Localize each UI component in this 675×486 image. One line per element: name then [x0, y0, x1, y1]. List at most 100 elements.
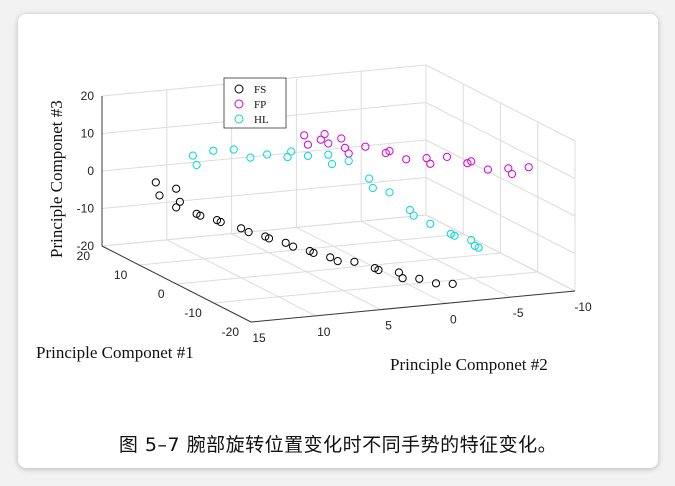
legend-box [223, 77, 287, 129]
legend-label-fp: FP [254, 99, 266, 111]
point-fp [316, 135, 325, 144]
point-fs [398, 274, 407, 283]
back-wall-grid-line [425, 177, 576, 254]
point-fp [300, 131, 309, 140]
point-fs [155, 191, 164, 200]
x-tick-label: 10 [114, 268, 128, 282]
y-tick-label: -5 [513, 306, 524, 320]
point-fs [333, 257, 342, 266]
point-hl [426, 219, 435, 228]
z-tick-label: 20 [81, 89, 95, 103]
point-hl [263, 150, 272, 159]
point-fp [483, 165, 492, 174]
point-fp [507, 169, 517, 179]
legend: FS FP HL [223, 77, 287, 129]
back-wall-grid-line [425, 64, 576, 142]
z-tick-label: 10 [81, 127, 95, 141]
scatter3d-chart: -20 -10 0 10 20 15 10 5 0 -5 -10 -20 -10 0 10 20 FS FP HL… [36, 64, 592, 374]
x-axis-label: Principle Componet #1 [36, 343, 194, 362]
point-fp [303, 140, 312, 149]
point-fp [524, 163, 533, 172]
point-fs [172, 184, 181, 193]
x-tick-label: -20 [222, 325, 240, 339]
point-hl [405, 205, 414, 215]
point-fs [448, 279, 457, 288]
point-fp [467, 157, 476, 166]
point-hl [327, 160, 337, 169]
y-tick-label: 0 [450, 312, 457, 326]
legend-marker-hl [234, 114, 244, 124]
y-tick-label: 5 [385, 319, 392, 333]
floor-grid-line [139, 233, 464, 266]
floor-grid-line [231, 233, 381, 311]
point-hl [287, 147, 296, 156]
x-tick-label: 20 [77, 249, 91, 263]
floor-grid-line [296, 226, 446, 304]
point-fp [324, 139, 333, 148]
x-tick-label: 0 [158, 287, 165, 301]
point-hl [209, 146, 218, 155]
y-tick-label: -10 [574, 300, 592, 314]
point-fp [385, 147, 394, 156]
figure-caption: 图 5–7 腕部旋转位置变化时不同手势的特征变化。 [118, 434, 558, 456]
point-hl [409, 211, 418, 220]
legend-label-hl: HL [254, 114, 269, 126]
figure-card: -20 -10 0 10 20 15 10 5 0 -5 -10 -20 -10 0 10 20 FS FP HL… [18, 14, 658, 468]
floor-grid-line [176, 252, 501, 285]
point-fp [426, 159, 435, 168]
point-hl [368, 183, 377, 193]
point-hl [192, 160, 201, 170]
point-fs [394, 268, 403, 277]
point-hl [385, 188, 394, 197]
point-fs [151, 178, 160, 187]
z-tick-label: -10 [77, 202, 95, 216]
point-fp [504, 164, 513, 173]
x-tick-label: -10 [184, 306, 202, 320]
y-tick-label: 10 [317, 325, 331, 339]
point-fs [326, 253, 335, 262]
point-fs [374, 265, 383, 275]
point-fs [431, 279, 441, 288]
floor-grid-line [166, 239, 317, 317]
point-fp [337, 134, 346, 143]
point-fs [415, 274, 424, 283]
legend-marker-fs [234, 84, 244, 94]
legend-label-fs: FS [254, 84, 266, 96]
point-fs [237, 224, 246, 233]
point-fs [175, 197, 184, 206]
point-fp [463, 159, 472, 168]
point-hl [303, 151, 312, 160]
point-hl [450, 231, 459, 240]
point-hl [365, 174, 374, 183]
y-axis-line [250, 290, 576, 323]
point-fs [244, 228, 253, 237]
point-fp [361, 142, 370, 151]
point-fs [309, 248, 318, 257]
y-axis-label: Principle Componet #2 [390, 355, 548, 374]
back-wall-grid-line [425, 214, 576, 292]
data-points [151, 130, 533, 288]
z-tick-label: -20 [77, 239, 95, 253]
point-fs [289, 242, 298, 251]
z-axis-label: Principle Componet #3 [47, 100, 66, 258]
floor-grid-line [360, 220, 511, 298]
back-wall-grid-line [425, 139, 576, 217]
point-hl [246, 153, 255, 162]
point-fp [340, 143, 350, 152]
point-fs [264, 234, 274, 243]
point-fs [350, 257, 359, 266]
axes-grid [101, 64, 576, 323]
point-hl [470, 241, 479, 250]
floor-grid-line [213, 271, 538, 304]
point-fp [442, 152, 452, 161]
z-tick-label: 0 [87, 164, 94, 178]
y-tick-label: 15 [252, 331, 266, 345]
point-fp [320, 130, 329, 139]
point-hl [344, 156, 353, 166]
back-wall-grid-line [425, 102, 576, 179]
point-hl [324, 150, 333, 159]
point-fs [172, 203, 181, 212]
point-hl [467, 236, 476, 245]
x-axis-line [101, 245, 252, 323]
side-wall-grid-line [101, 177, 427, 209]
